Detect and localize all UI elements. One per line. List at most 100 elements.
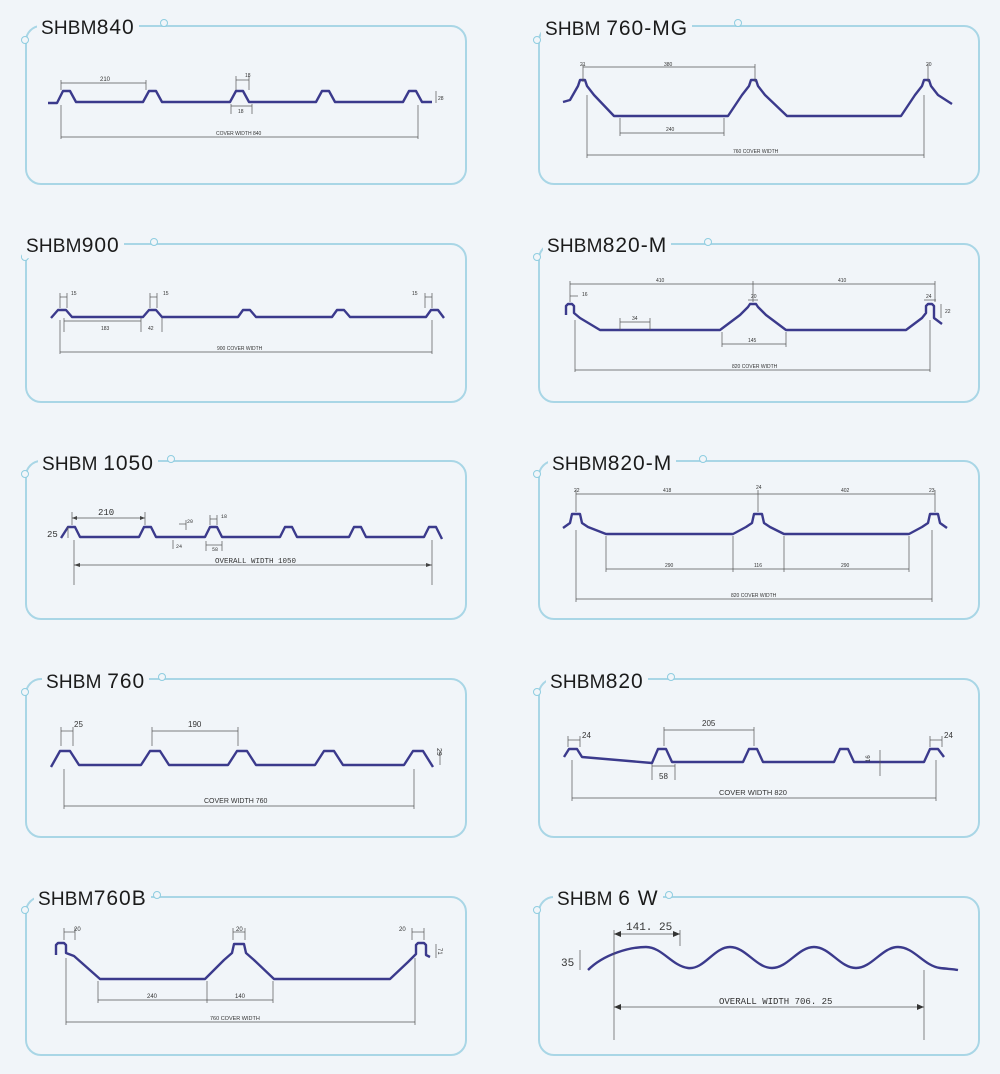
drawing-shbm-760-mg: 21 380 20 240 760 COVER WIDTH — [562, 62, 953, 158]
profile-title-shbm-820: SHBM820 — [546, 670, 648, 694]
dim-label: 25 — [47, 530, 58, 540]
drawing-shbm-820-m-a: 410 410 16 34 20 24 145 820 COVER WIDTH … — [564, 278, 951, 372]
drawing-shbm-1050: 210 25 20 18 24 58 OVERALL WIDTH 1050 — [47, 508, 444, 585]
dim-label: 22 — [945, 309, 951, 315]
profile-line — [562, 747, 945, 765]
dim-label: 900 COVER WIDTH — [217, 346, 263, 352]
profile-title-shbm-820-m-a: SHBM820-M — [543, 234, 672, 258]
connector-dot — [533, 906, 541, 914]
dim-label: 18 — [238, 109, 244, 115]
connector-dot — [160, 19, 168, 27]
dim-label: 140 — [235, 994, 246, 1000]
dim-label: 29 — [435, 748, 442, 756]
profile-title-shbm-820-m-b: SHBM820-M — [548, 452, 677, 476]
dim-label: 21 — [580, 62, 586, 68]
dim-label: 760 COVER WIDTH — [733, 149, 779, 155]
profile-line — [50, 308, 445, 319]
dim-label: 145 — [748, 338, 757, 344]
profile-title-shbm-900: SHBM900 — [22, 234, 124, 258]
dim-label: 240 — [147, 994, 158, 1000]
dim-label: 240 — [666, 127, 675, 133]
connector-dot — [150, 238, 158, 246]
dim-label: 15 — [163, 291, 169, 297]
panel-shbm-760b — [25, 896, 467, 1056]
profile-line — [54, 941, 431, 981]
profile-line — [562, 512, 948, 536]
dim-label: 183 — [101, 326, 110, 332]
dim-label: 190 — [188, 720, 202, 729]
panel-shbm-1050 — [25, 460, 467, 620]
connector-dot — [21, 906, 29, 914]
dim-label: 210 — [98, 508, 114, 518]
drawing-shbm-900: 15 15 15 183 42 900 COVER WIDTH — [50, 291, 445, 354]
drawing-shbm-760b: 20 20 20 71 240 140 760 COVER WIDTH — [54, 927, 442, 1025]
drawing-shbm-840: 210 18 18 COVER WIDTH 840 28 — [48, 73, 444, 139]
dim-label: 116 — [754, 563, 762, 569]
connector-dot — [21, 470, 29, 478]
dim-label: 402 — [841, 488, 850, 494]
dim-label: 25 — [74, 720, 83, 729]
connector-dot — [158, 673, 166, 681]
connector-dot — [734, 19, 742, 27]
profile-line — [48, 89, 432, 105]
dim-label: 24 — [756, 485, 762, 491]
drawing-shbm-760: 25 190 29 COVER WIDTH 760 — [49, 720, 442, 809]
dim-label: 141. 25 — [626, 922, 672, 934]
dim-label: 24 — [176, 544, 182, 550]
dim-label: 20 — [399, 927, 406, 933]
profile-title-shbm-760b: SHBM760B — [34, 887, 151, 911]
dim-label: 58 — [659, 772, 668, 781]
panel-shbm-820-m-b — [538, 460, 980, 620]
dim-label: 410 — [838, 278, 847, 284]
connector-dot — [533, 253, 541, 261]
dim-label: COVER WIDTH 760 — [204, 798, 268, 805]
dim-label: 380 — [664, 62, 673, 68]
profile-line — [587, 945, 959, 972]
drawing-shbm-820: 24 205 24 58 16 COVER WIDTH 820 — [562, 719, 953, 801]
connector-dot — [667, 673, 675, 681]
dim-label: COVER WIDTH 840 — [216, 131, 262, 137]
dim-label: 58 — [212, 547, 218, 553]
dim-label: 18 — [221, 514, 227, 520]
profile-line — [564, 302, 943, 332]
dim-label: 15 — [412, 291, 418, 297]
profile-title-shbm-760: SHBM 760 — [42, 670, 150, 694]
panel-shbm-900 — [25, 243, 467, 403]
dim-label: OVERALL WIDTH 1050 — [215, 558, 297, 566]
dim-label: 16 — [582, 292, 588, 298]
connector-dot — [533, 470, 541, 478]
dim-label: 23 — [929, 488, 935, 494]
connector-dot — [153, 891, 161, 899]
connector-dot — [533, 36, 541, 44]
drawing-shbm-820-m-b: 22 418 24 402 23 290 116 290 820 COVER W… — [562, 485, 948, 602]
dim-label: 15 — [71, 291, 77, 297]
profile-title-shbm-6w: SHBM 6 W — [553, 887, 663, 911]
profile-line — [562, 78, 953, 118]
dim-label: 22 — [574, 488, 580, 494]
panel-shbm-820 — [538, 678, 980, 838]
profile-line — [59, 525, 444, 540]
connector-dot — [21, 688, 29, 696]
connector-dot — [167, 455, 175, 463]
dim-label: 820 COVER WIDTH — [731, 593, 777, 599]
dim-label: 18 — [245, 73, 251, 79]
profile-line — [49, 749, 435, 768]
dim-label: 20 — [74, 927, 81, 933]
dim-label: COVER WIDTH 820 — [719, 788, 787, 797]
dim-label: 24 — [926, 294, 932, 300]
connector-dot — [21, 36, 29, 44]
dim-label: 20 — [926, 62, 932, 68]
dim-label: 42 — [148, 326, 154, 332]
connector-dot — [665, 891, 673, 899]
dim-label: 760 COVER WIDTH — [210, 1016, 260, 1022]
dim-label: 820 COVER WIDTH — [732, 364, 778, 370]
drawing-shbm-6w: 141. 25 35 OVERALL WIDTH 706. 25 — [561, 922, 959, 1040]
panel-shbm-820-m-a — [538, 243, 980, 403]
dim-label: 20 — [236, 927, 243, 933]
dim-label: 71 — [436, 948, 442, 955]
dim-label: 24 — [944, 731, 953, 740]
dim-label: 20 — [751, 294, 757, 300]
dim-label: 20 — [187, 519, 193, 525]
dim-label: 290 — [841, 563, 850, 569]
